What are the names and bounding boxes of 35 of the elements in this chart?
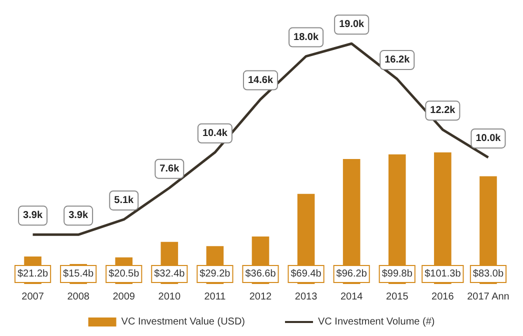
data-label: 10.4k xyxy=(202,128,228,139)
x-tick-label: 2016 xyxy=(432,292,454,302)
x-tick-label: 2007 xyxy=(22,292,44,302)
x-tick-label: 2014 xyxy=(340,292,364,302)
data-label: 5.1k xyxy=(114,194,134,206)
data-label: 18.0k xyxy=(294,32,319,43)
data-label: 10.0k xyxy=(476,132,502,144)
data-label: $101.3b xyxy=(424,268,462,280)
x-tick-label: 2008 xyxy=(67,292,90,302)
data-label: $21.2b xyxy=(17,268,48,280)
x-tick-label: 2015 xyxy=(386,292,409,302)
data-label: $69.4b xyxy=(290,268,322,280)
data-label: $99.8b xyxy=(382,268,413,280)
data-label: 3.9k xyxy=(23,210,43,222)
x-tick-label: 2012 xyxy=(249,292,272,302)
data-label: 12.2k xyxy=(430,105,456,116)
x-tick-label: 2013 xyxy=(294,292,318,302)
legend-label: VC Investment Volume (#) xyxy=(318,316,435,328)
data-label: $15.4b xyxy=(63,268,94,280)
data-label: 3.9k xyxy=(68,210,88,222)
x-tick-label: 2017 Ann xyxy=(467,292,510,302)
data-label: $83.0b xyxy=(472,268,504,280)
data-label: $20.5b xyxy=(108,268,140,280)
x-tick-label: 2009 xyxy=(112,292,136,302)
data-label: $96.2b xyxy=(336,268,368,280)
data-label: $36.6b xyxy=(245,268,276,280)
data-label: 19.0k xyxy=(339,19,365,30)
data-label: $29.2b xyxy=(200,268,231,280)
data-label: $32.4b xyxy=(154,268,186,280)
x-tick-label: 2011 xyxy=(204,292,226,302)
legend-label: VC Investment Value (USD) xyxy=(121,316,246,328)
data-label: 14.6k xyxy=(248,74,274,86)
data-label: 7.6k xyxy=(160,163,180,174)
data-label: 16.2k xyxy=(384,54,410,66)
x-tick-label: 2010 xyxy=(158,292,181,302)
